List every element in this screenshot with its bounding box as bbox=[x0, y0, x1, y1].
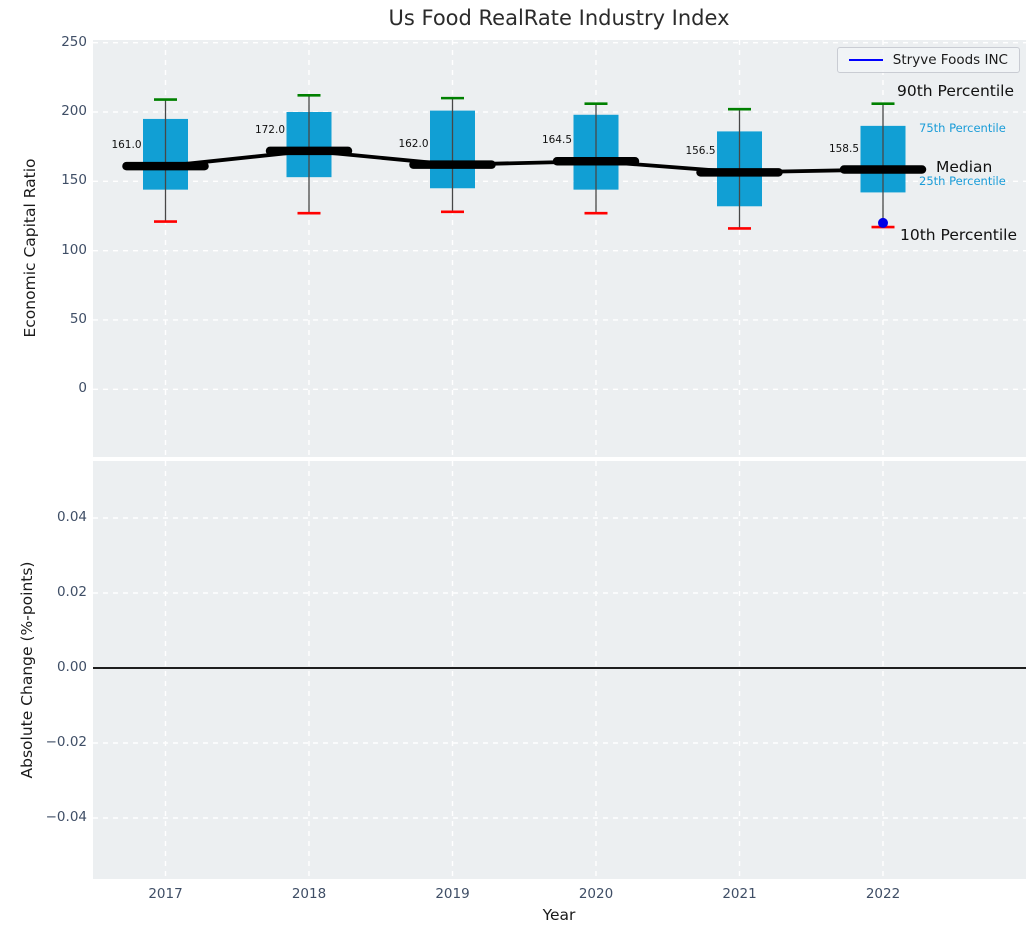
x-tick-label: 2018 bbox=[291, 886, 327, 902]
median-value-label: 172.0 bbox=[254, 123, 285, 136]
median-value-label: 158.5 bbox=[828, 142, 859, 155]
x-tick-label: 2017 bbox=[148, 886, 183, 902]
bottom-y-axis-title: Absolute Change (%-points) bbox=[18, 561, 36, 779]
y-tick-label: 250 bbox=[61, 33, 87, 50]
annotation-90th-percentile: 90th Percentile bbox=[897, 82, 1015, 100]
median-value-label: 156.5 bbox=[685, 145, 716, 158]
x-tick-label: 2022 bbox=[865, 886, 901, 902]
bottom-plot-svg bbox=[93, 461, 1026, 879]
y-tick-label: 50 bbox=[69, 310, 87, 327]
chart-title: Us Food RealRate Industry Index bbox=[388, 6, 730, 30]
median-value-label: 164.5 bbox=[541, 134, 572, 147]
y-tick-label: −0.02 bbox=[45, 734, 87, 750]
y-tick-label: 0 bbox=[78, 380, 87, 397]
annotation-10th-percentile: 10th Percentile bbox=[900, 226, 1018, 244]
y-tick-label: 0.04 bbox=[56, 509, 87, 525]
x-axis-title: Year bbox=[542, 906, 576, 924]
annotation-median: Median bbox=[936, 158, 993, 176]
median-value-label: 162.0 bbox=[398, 137, 429, 150]
y-tick-label: 200 bbox=[61, 103, 87, 119]
x-tick-label: 2021 bbox=[722, 886, 757, 902]
annotation-75th-percentile: 75th Percentile bbox=[919, 121, 1006, 135]
median-value-label: 161.0 bbox=[111, 139, 142, 152]
y-tick-label: 0.02 bbox=[56, 584, 87, 600]
top-axes: Stryve Foods INC 90th Percentile 75th Pe… bbox=[93, 40, 1026, 457]
legend-line-icon bbox=[848, 59, 883, 61]
y-tick-label: 0.00 bbox=[56, 659, 87, 675]
top-plot-svg bbox=[93, 40, 1026, 457]
y-tick-label: −0.04 bbox=[45, 809, 87, 825]
bottom-axes bbox=[93, 461, 1026, 879]
y-tick-label: 150 bbox=[61, 172, 87, 189]
series-point bbox=[878, 217, 888, 228]
legend: Stryve Foods INC bbox=[836, 47, 1020, 73]
y-tick-label: 100 bbox=[61, 241, 87, 258]
legend-label: Stryve Foods INC bbox=[892, 52, 1008, 68]
x-tick-label: 2020 bbox=[578, 886, 614, 902]
annotation-25th-percentile: 25th Percentile bbox=[919, 174, 1006, 188]
x-tick-label: 2019 bbox=[435, 886, 470, 902]
